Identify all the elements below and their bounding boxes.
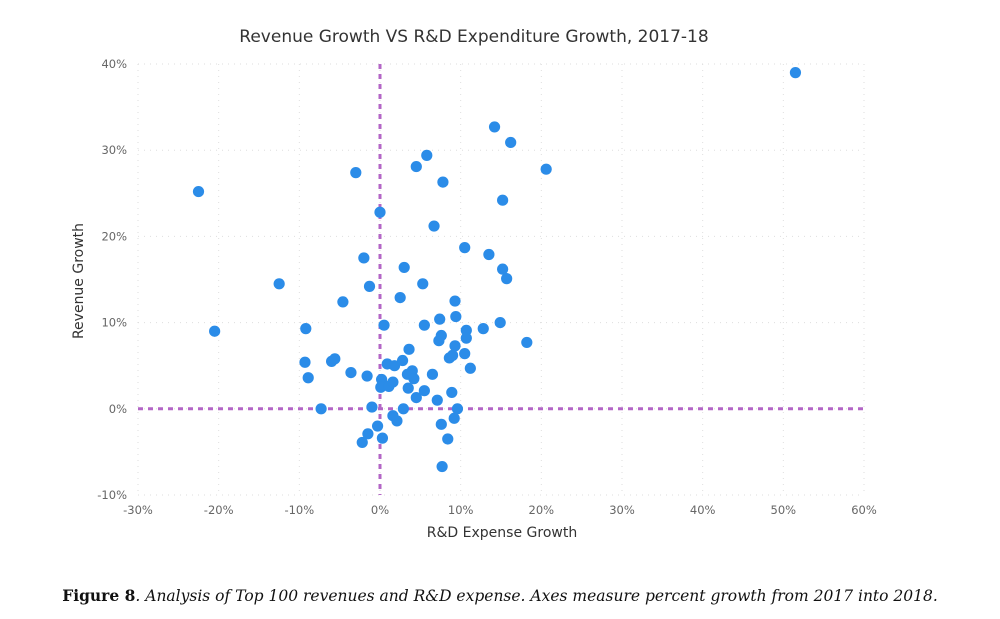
data-point <box>394 292 406 304</box>
y-tick-label: 20% <box>101 229 127 243</box>
data-point <box>391 415 403 427</box>
data-point <box>483 248 495 261</box>
data-point <box>302 372 314 384</box>
data-point <box>442 433 454 445</box>
data-point <box>428 220 440 232</box>
data-point <box>374 206 386 218</box>
data-point <box>460 332 472 344</box>
data-point <box>300 323 312 335</box>
chart-title: Revenue Growth VS R&D Expenditure Growth… <box>239 27 708 47</box>
x-tick-label: 20% <box>529 503 555 517</box>
data-point <box>378 319 390 331</box>
data-point <box>540 163 552 175</box>
data-point <box>521 336 533 349</box>
data-point <box>397 403 409 415</box>
data-point <box>396 354 409 367</box>
data-point <box>398 261 410 274</box>
grid-lines <box>137 63 865 496</box>
data-point <box>437 176 449 188</box>
data-point <box>497 194 509 206</box>
data-point <box>459 348 471 360</box>
data-point <box>459 242 471 254</box>
data-point <box>460 324 472 336</box>
data-point <box>403 343 415 355</box>
data-point <box>436 460 448 473</box>
data-point <box>402 382 414 394</box>
data-point <box>446 386 458 399</box>
data-point <box>449 340 461 352</box>
data-point <box>417 278 429 290</box>
y-tick-label: -10% <box>97 488 127 502</box>
data-point <box>451 403 464 415</box>
data-point <box>426 368 439 380</box>
x-tick-label: 10% <box>448 503 474 517</box>
data-point <box>337 296 349 308</box>
data-point <box>418 319 430 331</box>
data-point <box>376 432 389 444</box>
data-points <box>192 67 802 473</box>
caption-text: . Analysis of Top 100 revenues and R&D e… <box>135 587 938 605</box>
data-point <box>497 263 509 275</box>
data-point <box>447 349 459 361</box>
data-point <box>362 428 374 440</box>
data-point <box>408 373 420 385</box>
data-point <box>375 381 387 393</box>
data-point <box>371 420 384 432</box>
data-point <box>477 323 489 335</box>
data-point <box>505 136 517 149</box>
x-tick-label: 50% <box>771 503 797 517</box>
data-point <box>450 310 462 323</box>
y-tick-label: 10% <box>101 316 127 330</box>
data-point <box>410 160 422 173</box>
data-point <box>361 370 373 382</box>
data-point <box>363 280 376 292</box>
data-point <box>387 376 399 388</box>
data-point <box>435 418 447 430</box>
data-point <box>789 67 802 79</box>
x-axis-ticks: -30% -20% -10% 0% 10% 20% 30% 40% 50% 60% <box>123 503 877 517</box>
x-tick-label: -20% <box>204 503 234 517</box>
caption-label: Figure 8 <box>62 586 136 605</box>
data-point <box>192 185 205 198</box>
data-point <box>356 436 368 449</box>
data-point <box>449 295 461 307</box>
data-point <box>358 252 370 264</box>
data-point <box>410 391 422 404</box>
data-point <box>464 362 476 374</box>
data-point <box>501 273 513 285</box>
data-point <box>366 401 378 413</box>
x-tick-label: 30% <box>609 503 635 517</box>
data-point <box>418 385 430 397</box>
y-tick-label: 40% <box>101 57 127 71</box>
data-point <box>209 325 221 337</box>
data-point <box>350 167 362 179</box>
x-tick-label: 0% <box>371 503 389 517</box>
data-point <box>345 366 357 379</box>
data-point <box>273 278 285 290</box>
reference-lines <box>138 64 864 495</box>
data-point <box>329 353 341 365</box>
data-point <box>315 403 327 415</box>
x-axis-title: R&D Expense Growth <box>427 525 577 541</box>
x-tick-label: -30% <box>123 503 153 517</box>
x-tick-label: -10% <box>284 503 314 517</box>
data-point <box>488 121 501 133</box>
data-point <box>421 149 433 161</box>
data-point <box>435 329 447 342</box>
data-point <box>434 313 446 325</box>
data-point <box>494 317 506 329</box>
y-axis-ticks: -10% 0% 10% 20% 30% 40% <box>97 57 127 502</box>
y-tick-label: 30% <box>101 143 127 157</box>
figure-caption: Figure 8. Analysis of Top 100 revenues a… <box>0 586 1000 605</box>
x-tick-label: 60% <box>851 503 877 517</box>
data-point <box>299 356 311 368</box>
scatter-chart: Revenue Growth VS R&D Expenditure Growth… <box>71 27 877 541</box>
y-tick-label: 0% <box>109 402 127 416</box>
y-axis-title: Revenue Growth <box>71 223 87 339</box>
data-point <box>448 412 460 424</box>
data-point <box>388 360 401 372</box>
data-point <box>431 394 443 406</box>
x-tick-label: 40% <box>690 503 716 517</box>
